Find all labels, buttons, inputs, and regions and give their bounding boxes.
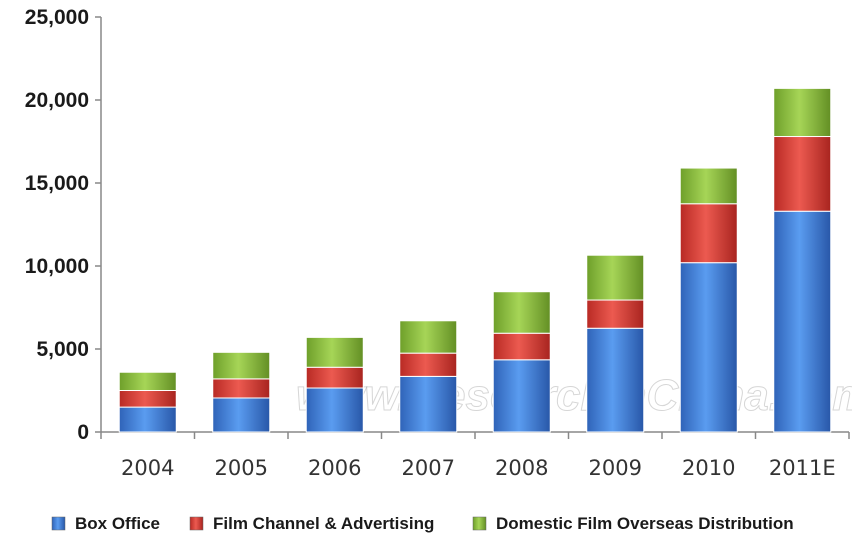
bar-box-office (212, 397, 271, 433)
watermark-text: www.ResearchInChina.com (296, 371, 852, 420)
bar-box-office (118, 406, 177, 433)
bar-box-office (679, 262, 738, 433)
x-tick-label: 2007 (402, 456, 455, 480)
bar-film-channel-advertising (305, 366, 364, 389)
bar-film-channel-advertising (773, 136, 832, 212)
legend-swatch-box-office (51, 516, 66, 531)
bar-film-channel-advertising (586, 299, 645, 329)
bar-domestic-film-overseas-distribution (118, 371, 177, 391)
bar-box-office (399, 375, 458, 433)
x-tick-label: 2005 (215, 456, 268, 480)
bar-domestic-film-overseas-distribution (492, 291, 551, 334)
bar-film-channel-advertising (492, 332, 551, 361)
bar-box-office (586, 327, 645, 433)
bar-series (118, 87, 832, 433)
bar-domestic-film-overseas-distribution (679, 167, 738, 205)
y-tick-label: 10,000 (25, 255, 89, 278)
x-tick-label: 2004 (121, 456, 174, 480)
x-tick-label: 2008 (495, 456, 548, 480)
x-tick-label: 2010 (682, 456, 735, 480)
y-tick-label: 0 (77, 421, 89, 444)
y-axis-ticks: 0 5,000 10,000 15,000 20,000 25,000 (25, 6, 101, 444)
legend-label-domestic-film-overseas-distribution: Domestic Film Overseas Distribution (496, 514, 794, 533)
bar-box-office (305, 387, 364, 433)
legend: Box Office Film Channel & Advertising Dome… (51, 514, 794, 533)
x-tick-label: 2011E (769, 456, 836, 480)
bar-film-channel-advertising (679, 203, 738, 264)
x-tick-label: 2009 (589, 456, 642, 480)
legend-swatch-film-channel-advertising (189, 516, 204, 531)
bar-domestic-film-overseas-distribution (773, 87, 832, 138)
bar-box-office (773, 210, 832, 433)
legend-label-box-office: Box Office (75, 514, 160, 533)
bar-film-channel-advertising (212, 378, 271, 399)
bar-domestic-film-overseas-distribution (305, 336, 364, 368)
bar-domestic-film-overseas-distribution (399, 320, 458, 354)
bar-box-office (492, 359, 551, 433)
watermark: www.ResearchInChina.com (296, 371, 852, 421)
x-tick-label: 2006 (308, 456, 361, 480)
bar-domestic-film-overseas-distribution (586, 254, 645, 301)
bar-film-channel-advertising (399, 352, 458, 377)
y-tick-label: 20,000 (25, 89, 89, 112)
x-axis-ticks: 2004 2005 2006 2007 2008 2009 2010 2011E (100, 432, 850, 480)
legend-swatch-domestic-film-overseas-distribution (472, 516, 487, 531)
bar-film-channel-advertising (118, 390, 177, 408)
bar-domestic-film-overseas-distribution (212, 351, 271, 380)
y-tick-label: 5,000 (36, 338, 89, 361)
y-tick-label: 25,000 (25, 6, 89, 29)
legend-label-film-channel-advertising: Film Channel & Advertising (213, 514, 434, 533)
y-tick-label: 15,000 (25, 172, 89, 195)
